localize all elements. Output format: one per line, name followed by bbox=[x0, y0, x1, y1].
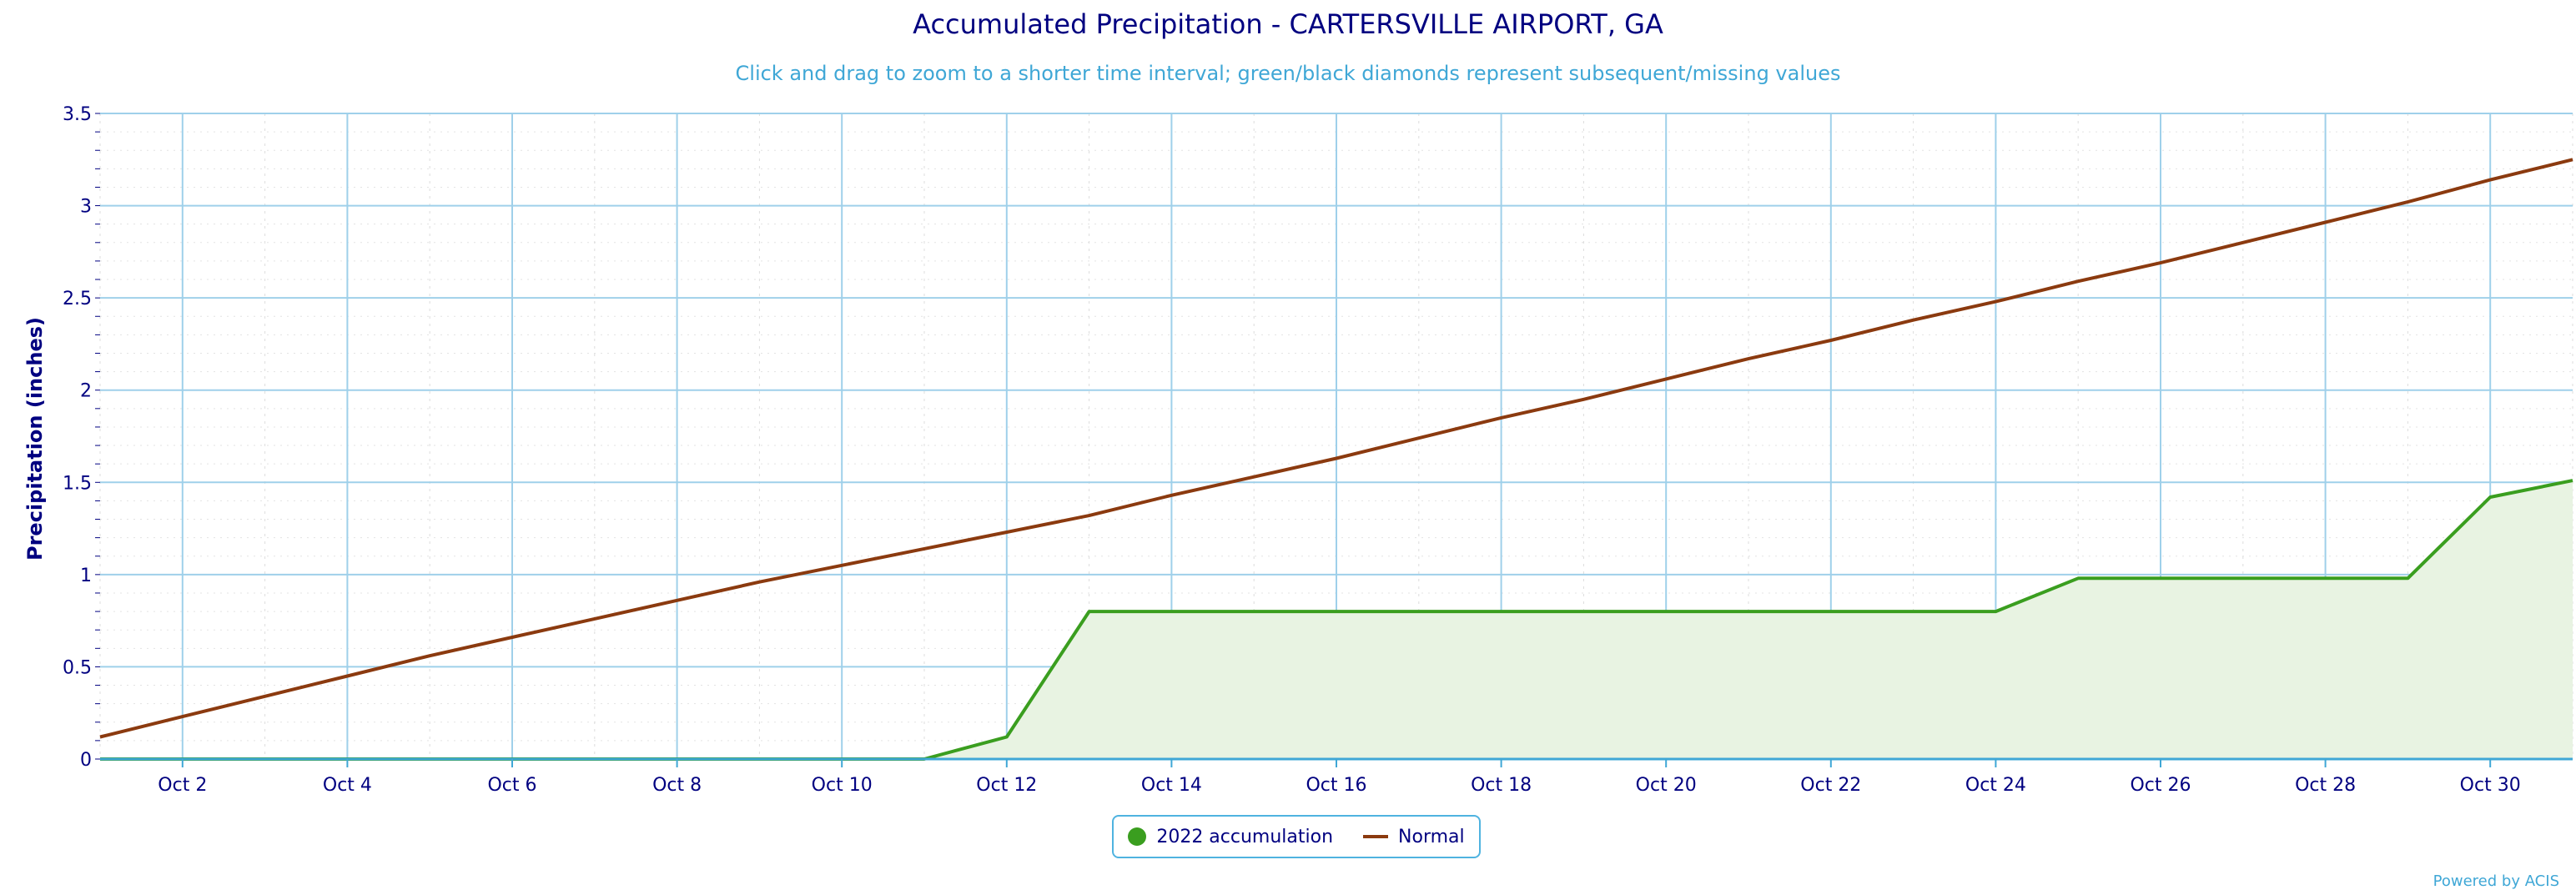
y-tick-label: 1 bbox=[80, 566, 92, 586]
x-tick-label: Oct 18 bbox=[1471, 775, 1532, 796]
x-tick-label: Oct 8 bbox=[652, 775, 702, 796]
x-tick-label: Oct 6 bbox=[487, 775, 536, 796]
legend-item-accumulation[interactable]: 2022 accumulation bbox=[1128, 827, 1333, 847]
legend-label-normal: Normal bbox=[1398, 826, 1465, 847]
chart-subtitle: Click and drag to zoom to a shorter time… bbox=[735, 62, 1841, 85]
series-line-1 bbox=[99, 158, 2573, 739]
legend-label-accumulation: 2022 accumulation bbox=[1156, 826, 1334, 847]
x-tick-label: Oct 20 bbox=[1636, 775, 1697, 796]
x-tick-label: Oct 4 bbox=[323, 775, 372, 796]
x-tick-label: Oct 22 bbox=[1800, 775, 1861, 796]
legend-item-normal[interactable]: Normal bbox=[1363, 827, 1465, 847]
x-tick-label: Oct 24 bbox=[1965, 775, 2026, 796]
x-tick-label: Oct 30 bbox=[2460, 775, 2521, 796]
y-tick-label: 0 bbox=[80, 750, 92, 771]
powered-by-link[interactable]: Powered by ACIS bbox=[2433, 872, 2559, 890]
legend: 2022 accumulation Normal bbox=[1112, 815, 1481, 858]
x-tick-label: Oct 2 bbox=[158, 775, 207, 796]
x-tick-label: Oct 16 bbox=[1306, 775, 1366, 796]
x-tick-label: Oct 14 bbox=[1141, 775, 1202, 796]
y-tick-label: 1.5 bbox=[63, 473, 92, 494]
y-tick-label: 2 bbox=[80, 381, 92, 402]
x-tick-label: Oct 26 bbox=[2130, 775, 2191, 796]
chart-title: Accumulated Precipitation - CARTERSVILLE… bbox=[913, 8, 1663, 40]
y-tick-label: 2.5 bbox=[63, 289, 92, 309]
brown-line-icon bbox=[1363, 835, 1389, 838]
y-tick-label: 3.5 bbox=[63, 104, 92, 125]
y-tick-label: 3 bbox=[80, 197, 92, 218]
x-tick-label: Oct 12 bbox=[976, 775, 1037, 796]
series-area-0 bbox=[100, 480, 2573, 759]
x-tick-label: Oct 28 bbox=[2295, 775, 2356, 796]
x-tick-label: Oct 10 bbox=[812, 775, 873, 796]
green-dot-icon bbox=[1128, 827, 1147, 846]
y-tick-label: 0.5 bbox=[63, 657, 92, 678]
